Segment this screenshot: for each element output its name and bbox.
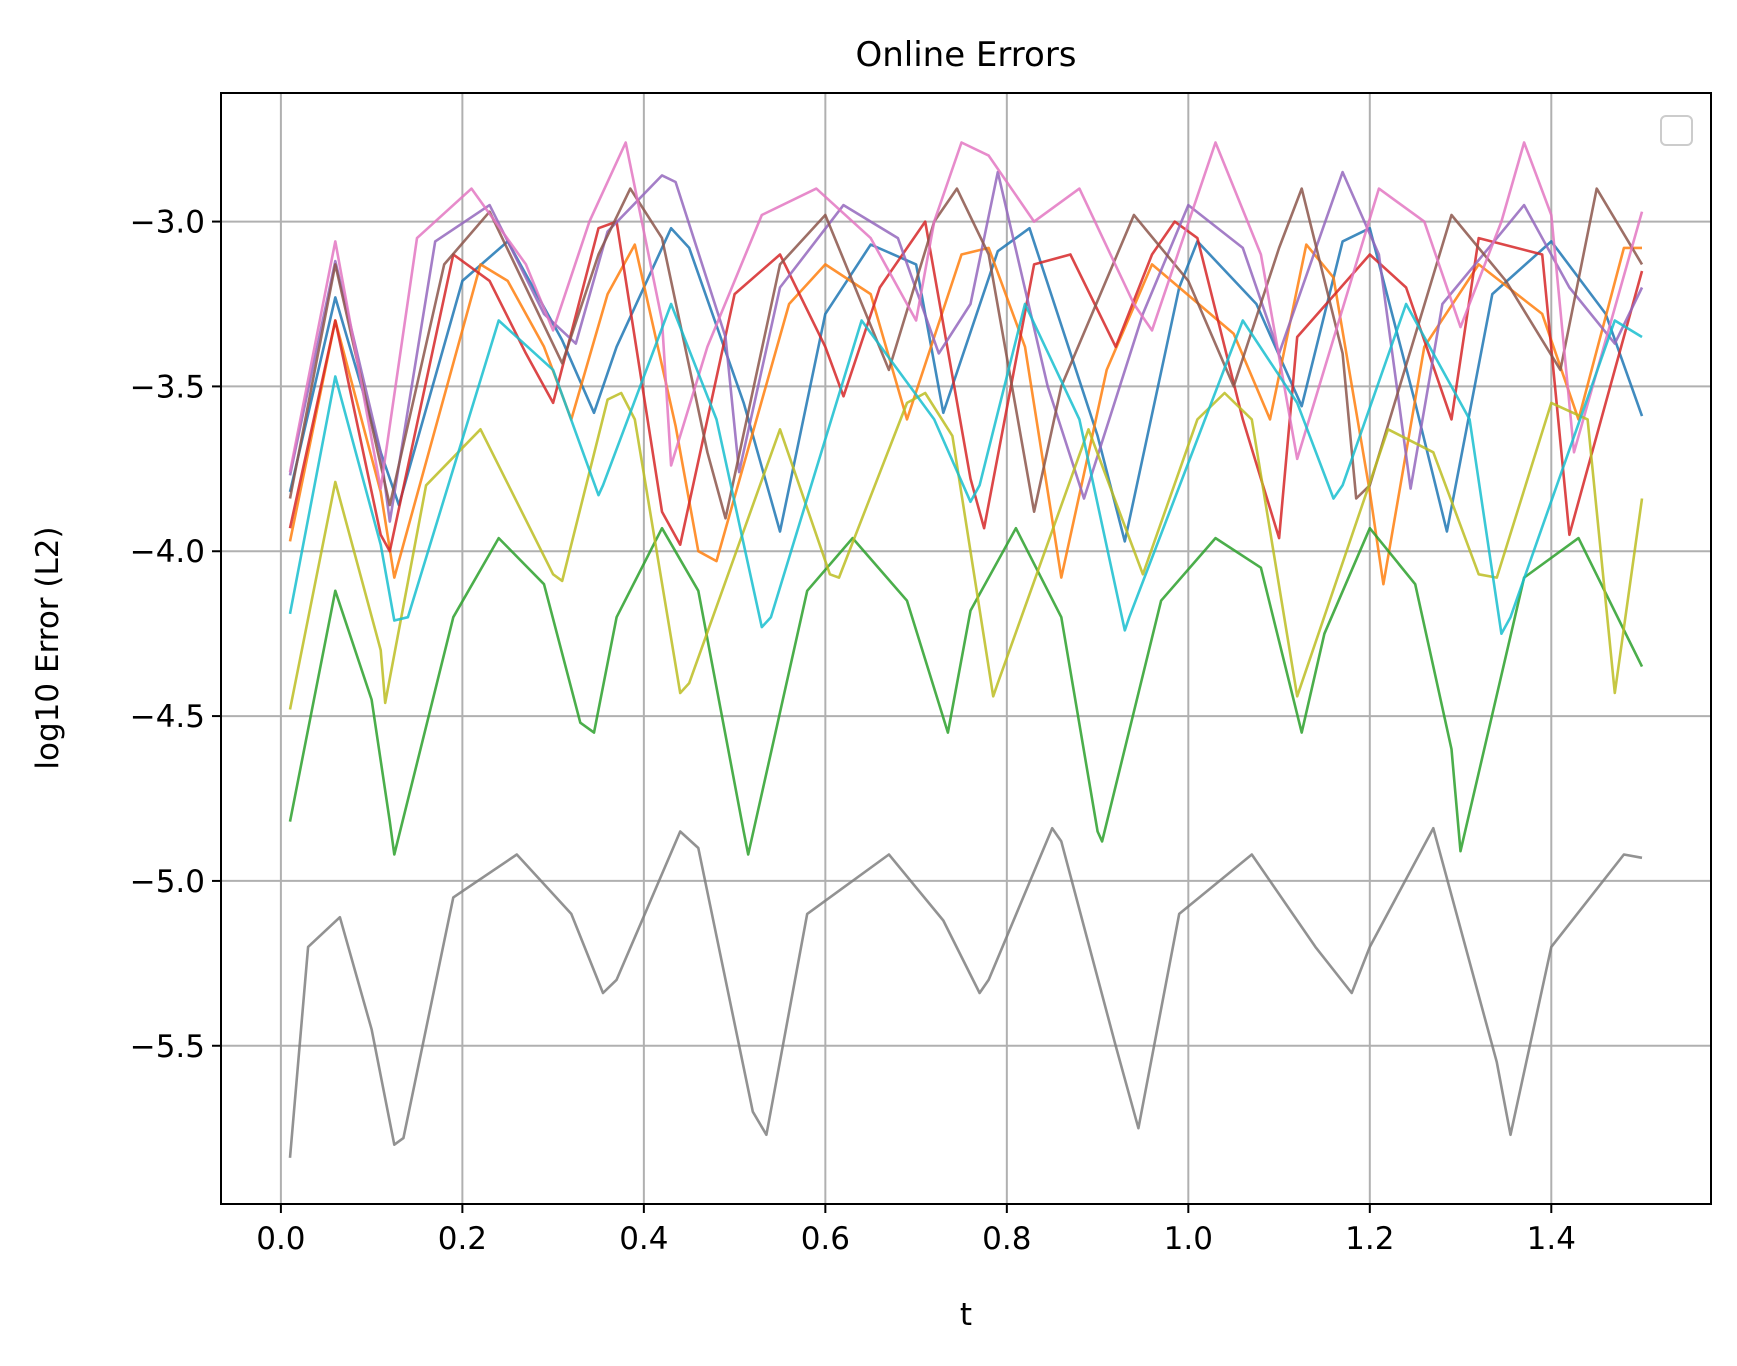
legend-box <box>1660 115 1693 146</box>
y-tick-label: −3.5 <box>130 369 205 405</box>
x-tick-label: 0.8 <box>982 1221 1031 1257</box>
series-line-1 <box>288 243 1642 586</box>
series-line-9 <box>288 302 1643 636</box>
series-lines <box>288 141 1644 1158</box>
axis-ticks: 0.0 0.2 0.4 0.6 0.8 1.0 1.2 1.4 −3.0 −3.5 −4.0 −4.5… <box>130 205 1576 1257</box>
x-tick-label: 1.2 <box>1345 1221 1394 1257</box>
x-tick-label: 1.0 <box>1164 1221 1213 1257</box>
x-tick-label: 0.6 <box>801 1221 850 1257</box>
y-axis-label: log10 Error (L2) <box>30 526 66 769</box>
x-tick-label: 0.4 <box>619 1221 668 1257</box>
x-axis-label: t <box>960 1297 972 1333</box>
chart-title: Online Errors <box>855 35 1076 75</box>
series-line-7 <box>288 826 1643 1158</box>
x-tick-label: 1.4 <box>1527 1221 1576 1257</box>
series-line-2 <box>288 526 1644 856</box>
grid <box>221 93 1711 1204</box>
series-line-0 <box>288 226 1644 543</box>
x-tick-label: 0.0 <box>256 1221 305 1257</box>
y-tick-label: −4.5 <box>130 699 205 735</box>
y-tick-label: −4.0 <box>130 534 205 570</box>
y-tick-label: −5.0 <box>130 864 205 900</box>
series-line-6 <box>288 141 1644 490</box>
plot-frame <box>220 92 1712 1205</box>
series-line-4 <box>288 170 1644 523</box>
y-tick-label: −3.0 <box>130 205 205 241</box>
y-tick-label: −5.5 <box>130 1029 205 1065</box>
series-line-8 <box>288 391 1644 710</box>
x-tick-label: 0.2 <box>438 1221 487 1257</box>
